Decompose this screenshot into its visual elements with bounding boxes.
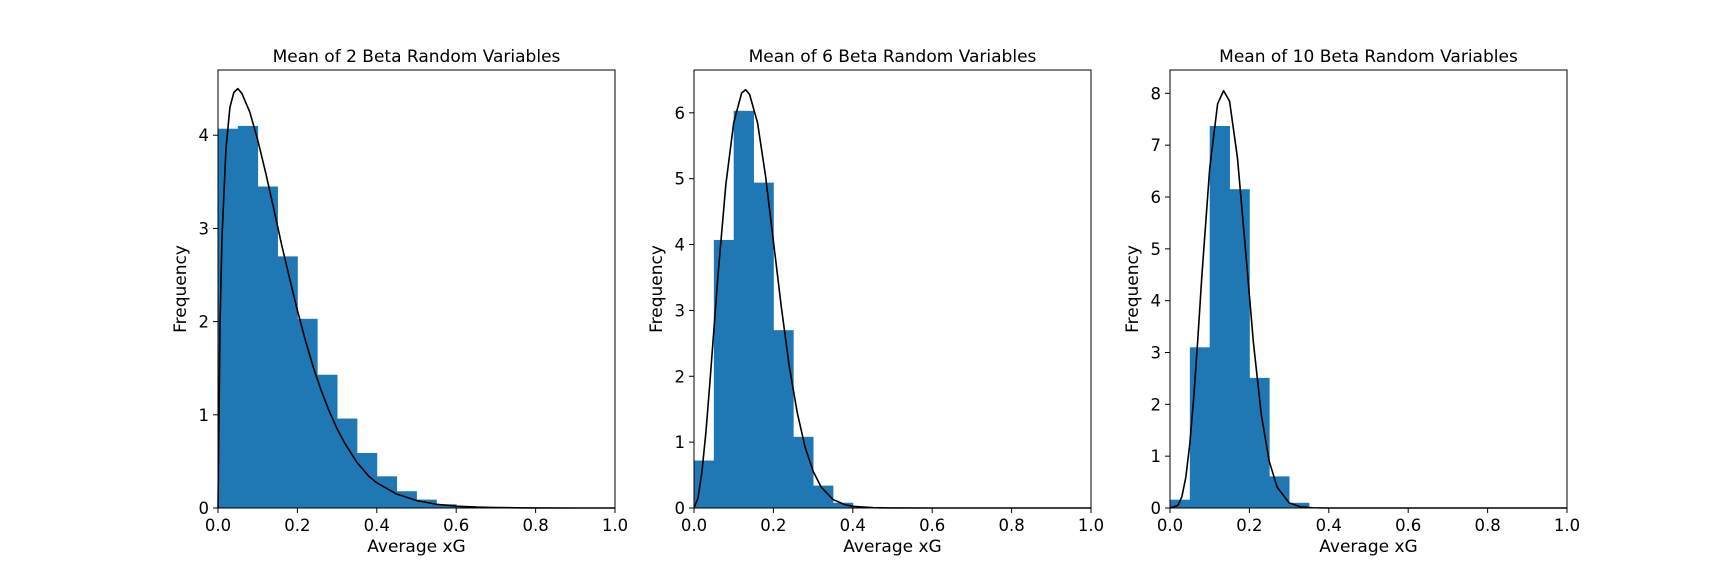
histogram-bar bbox=[773, 330, 794, 508]
histogram-bar bbox=[356, 453, 378, 508]
histogram-bar bbox=[1289, 502, 1310, 508]
chart-panel-3: 0.0 0.2 0.4 0.6 0.8 1.0 0 1 2 3 4 5 6 7 8 Mean of 10 Be… bbox=[1123, 47, 1580, 557]
x-tick-label: 0.8 bbox=[522, 516, 548, 535]
y-tick-label: 0 bbox=[199, 499, 210, 518]
histogram-bar bbox=[713, 239, 735, 508]
y-tick-label: 3 bbox=[1151, 343, 1162, 362]
y-tick-label: 0 bbox=[675, 499, 686, 518]
y-tick-label: 7 bbox=[1151, 136, 1162, 155]
y-axis-label: Frequency bbox=[647, 245, 667, 333]
density-curve bbox=[217, 87, 615, 509]
x-tick-label: 0.2 bbox=[760, 516, 786, 535]
histogram-bar bbox=[436, 504, 457, 508]
x-tick-label: 1.0 bbox=[602, 516, 628, 535]
y-tick-label: 4 bbox=[675, 236, 686, 255]
y-tick-label: 6 bbox=[675, 104, 686, 123]
histogram-bar bbox=[1249, 377, 1270, 508]
histogram-bar bbox=[753, 182, 774, 508]
x-axis-label: Average xG bbox=[843, 537, 941, 557]
histogram-bar bbox=[376, 476, 398, 508]
x-tick-label: 0.8 bbox=[998, 516, 1024, 535]
histogram-bar bbox=[416, 499, 437, 508]
axes-frame bbox=[693, 69, 1092, 509]
x-axis-label: Average xG bbox=[1319, 537, 1417, 557]
histogram-bar bbox=[733, 110, 754, 508]
y-axis-label: Frequency bbox=[1123, 245, 1143, 333]
histogram-bar bbox=[1209, 125, 1230, 508]
y-tick-label: 1 bbox=[1151, 447, 1162, 466]
y-tick-label: 3 bbox=[675, 301, 686, 320]
y-tick-label: 5 bbox=[1151, 240, 1162, 259]
histogram-bar bbox=[317, 374, 338, 508]
y-tick-label: 6 bbox=[1151, 188, 1162, 207]
histogram-bar bbox=[1229, 189, 1250, 508]
histogram-bar bbox=[1269, 476, 1290, 508]
histogram-bar bbox=[1189, 347, 1211, 508]
x-tick-label: 0.2 bbox=[284, 516, 310, 535]
histogram-bar bbox=[813, 485, 834, 508]
y-tick-label: 5 bbox=[675, 170, 686, 189]
x-tick-label: 0.6 bbox=[1395, 516, 1421, 535]
density-curve bbox=[693, 88, 1091, 509]
chart-title: Mean of 2 Beta Random Variables bbox=[273, 47, 561, 67]
y-tick-label: 1 bbox=[675, 433, 686, 452]
histogram-bar bbox=[337, 418, 358, 508]
chart-panel-1: 0.0 0.2 0.4 0.6 0.8 1.0 0 1 2 3 4 Mean of 2 Beta Ra… bbox=[171, 47, 628, 557]
x-tick-label: 0.8 bbox=[1474, 516, 1500, 535]
axes-frame bbox=[1169, 69, 1568, 509]
x-tick-label: 0.4 bbox=[1316, 516, 1342, 535]
y-tick-label: 2 bbox=[1151, 395, 1162, 414]
x-tick-label: 1.0 bbox=[1554, 516, 1580, 535]
histogram-bar bbox=[832, 502, 854, 508]
y-tick-label: 2 bbox=[199, 313, 210, 332]
histogram-bar bbox=[1170, 499, 1191, 508]
x-tick-label: 0.0 bbox=[1157, 516, 1183, 535]
y-tick-label: 8 bbox=[1151, 84, 1162, 103]
chart-title: Mean of 10 Beta Random Variables bbox=[1219, 47, 1518, 67]
chart-title: Mean of 6 Beta Random Variables bbox=[749, 47, 1037, 67]
x-tick-label: 0.0 bbox=[681, 516, 707, 535]
histogram-bar bbox=[277, 256, 298, 508]
x-axis-label: Average xG bbox=[367, 537, 465, 557]
histogram-bar bbox=[237, 125, 259, 509]
x-tick-label: 0.6 bbox=[443, 516, 469, 535]
x-tick-label: 0.4 bbox=[840, 516, 866, 535]
y-axis-label: Frequency bbox=[171, 245, 191, 333]
chart-panel-2: 0.0 0.2 0.4 0.6 0.8 1.0 0 1 2 3 4 5 6 Mean of 6 Beta … bbox=[647, 47, 1104, 557]
x-tick-label: 1.0 bbox=[1078, 516, 1104, 535]
x-tick-label: 0.4 bbox=[364, 516, 390, 535]
y-tick-label: 4 bbox=[1151, 292, 1162, 311]
x-tick-label: 0.2 bbox=[1236, 516, 1262, 535]
y-tick-label: 3 bbox=[199, 219, 210, 238]
x-tick-label: 0.6 bbox=[919, 516, 945, 535]
y-tick-label: 4 bbox=[199, 126, 210, 145]
histogram-bar bbox=[218, 128, 239, 508]
y-tick-label: 2 bbox=[675, 367, 686, 386]
x-tick-label: 0.0 bbox=[205, 516, 231, 535]
histogram-bar bbox=[793, 436, 814, 508]
axes-frame bbox=[217, 69, 616, 509]
y-tick-label: 1 bbox=[199, 406, 210, 425]
y-tick-label: 0 bbox=[1151, 499, 1162, 518]
histogram-bar bbox=[257, 186, 278, 508]
